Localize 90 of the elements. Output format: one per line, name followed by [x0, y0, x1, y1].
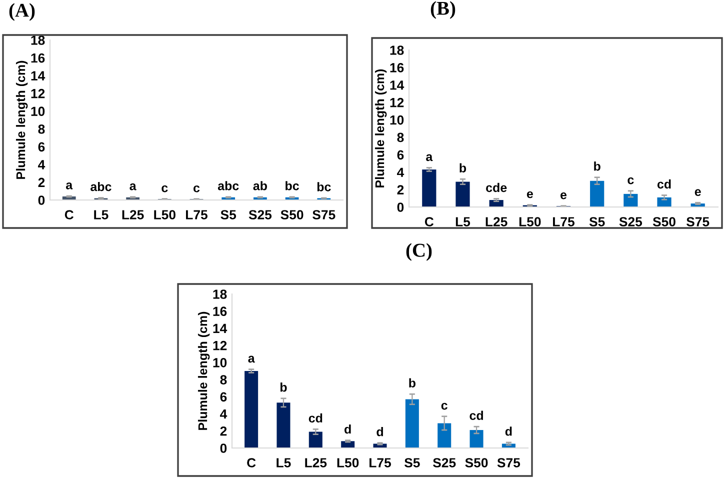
x-tick-label: L75 — [553, 217, 574, 226]
y-tick-label: 2 — [38, 178, 45, 188]
data-label: cd — [308, 413, 322, 423]
y-tick-label: 6 — [38, 142, 45, 152]
data-label: abc — [90, 182, 112, 192]
y-axis-title: Plumule length (cm) — [374, 69, 387, 188]
chart-title: (C) — [406, 243, 432, 261]
y-tick-label: 4 — [38, 160, 46, 170]
y-tick-label: 10 — [31, 106, 45, 116]
x-tick-label: L5 — [456, 217, 470, 226]
x-tick-label: S75 — [312, 210, 336, 220]
y-tick-label: 14 — [213, 324, 228, 334]
x-tick-label: L25 — [486, 217, 508, 226]
x-tick-label: L75 — [370, 458, 391, 468]
y-tick-label: 18 — [31, 36, 45, 45]
x-tick-label: S5 — [404, 458, 420, 468]
data-label: d — [344, 424, 351, 434]
x-tick-label: L50 — [337, 458, 359, 468]
data-label: d — [505, 426, 512, 436]
data-label: cd — [470, 410, 483, 420]
y-tick-label: 14 — [390, 80, 404, 90]
data-label: c — [441, 402, 448, 410]
y-axis-title: Plumule length (cm) — [16, 60, 28, 179]
data-label: a — [248, 356, 255, 363]
x-tick-label: S25 — [619, 217, 642, 226]
y-tick-label: 6 — [220, 392, 227, 402]
x-tick-label: S25 — [432, 458, 456, 468]
data-label: cd — [657, 179, 671, 189]
x-tick-label: L50 — [519, 217, 541, 226]
x-tick-label: S50 — [652, 217, 676, 226]
data-label: bc — [286, 181, 299, 190]
y-axis-title: Plumule length (cm) — [198, 312, 210, 430]
data-label: abc — [218, 181, 239, 190]
data-label: e — [694, 189, 701, 196]
chart-title: (B) — [430, 1, 456, 19]
y-tick-label: 12 — [31, 88, 45, 98]
y-tick-label: 14 — [31, 71, 46, 80]
x-tick-label: S75 — [686, 217, 710, 226]
y-tick-label: 8 — [397, 132, 404, 142]
y-tick-label: 8 — [38, 124, 45, 134]
y-tick-label: 16 — [213, 306, 227, 316]
chart-title: (A) — [9, 3, 35, 21]
data-label: c — [162, 185, 168, 192]
x-tick-label: S5 — [220, 210, 236, 220]
y-tick-label: 16 — [390, 63, 404, 72]
data-label: a — [130, 183, 136, 190]
x-tick-label: C — [247, 458, 256, 468]
x-tick-label: S50 — [280, 210, 304, 220]
data-label: d — [376, 427, 383, 436]
x-tick-label: L25 — [122, 210, 144, 220]
y-tick-label: 10 — [390, 115, 404, 125]
data-label: c — [628, 177, 634, 184]
data-label: b — [280, 382, 287, 392]
x-tick-label: C — [424, 217, 434, 226]
data-label: c — [194, 185, 200, 192]
x-tick-label: L5 — [94, 210, 108, 220]
x-tick-label: C — [64, 210, 74, 220]
y-tick-label: 0 — [397, 202, 404, 212]
y-tick-label: 8 — [220, 375, 227, 384]
y-tick-label: 4 — [220, 409, 228, 419]
data-label: b — [594, 162, 600, 171]
y-tick-label: 18 — [213, 290, 227, 299]
x-tick-label: S50 — [465, 458, 488, 468]
x-tick-label: L5 — [276, 458, 291, 468]
data-label: bc — [317, 182, 331, 192]
x-tick-label: L50 — [154, 210, 176, 220]
x-tick-label: S25 — [248, 210, 272, 220]
y-tick-label: 18 — [390, 46, 404, 55]
data-label: a — [66, 182, 73, 190]
y-tick-label: 4 — [397, 168, 404, 177]
x-tick-label: S5 — [589, 217, 605, 226]
y-tick-label: 0 — [38, 196, 45, 205]
x-tick-label: L75 — [186, 210, 208, 220]
y-tick-label: 6 — [397, 150, 404, 160]
x-tick-label: L25 — [305, 458, 327, 468]
y-tick-label: 2 — [397, 185, 404, 194]
y-tick-label: 12 — [390, 98, 404, 108]
data-label: a — [426, 154, 433, 162]
y-tick-label: 12 — [213, 340, 227, 350]
y-tick-label: 0 — [220, 444, 227, 453]
data-label: cde — [486, 182, 507, 192]
y-tick-label: 10 — [213, 358, 227, 368]
data-label: b — [460, 163, 466, 172]
data-label: ab — [253, 181, 267, 190]
y-tick-label: 2 — [220, 426, 227, 436]
data-label: e — [526, 191, 533, 198]
x-tick-label: S75 — [497, 458, 520, 468]
data-label: e — [560, 192, 567, 200]
data-label: b — [409, 378, 416, 388]
y-tick-label: 16 — [31, 53, 45, 63]
